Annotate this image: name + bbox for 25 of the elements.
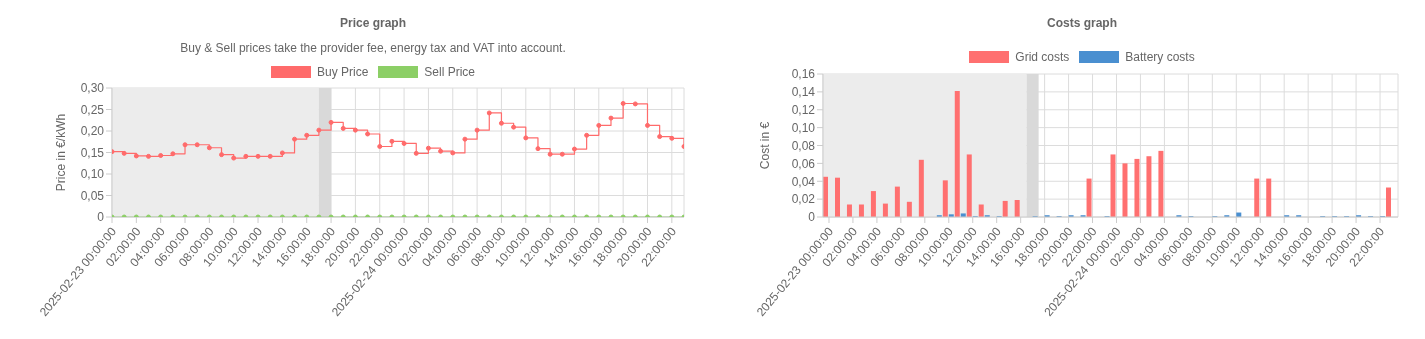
y-tick-label: 0,30	[80, 81, 105, 96]
y-tick-label: 0,06	[791, 156, 816, 171]
y-tick-label: 0,02	[791, 192, 816, 207]
chart-title: Costs graph	[1046, 16, 1118, 30]
chart-title: Price graph	[339, 16, 407, 30]
chart-subtitle: Buy & Sell prices take the provider fee, energy tax and VAT into account.	[179, 41, 567, 55]
y-tick-label: 0,20	[80, 124, 105, 139]
y-tick-label: 0	[808, 210, 816, 225]
y-axis-title: Price in €/kWh	[54, 113, 69, 192]
y-tick-label: 0,12	[791, 103, 816, 118]
legend-label: Battery costs	[1125, 50, 1195, 64]
y-axis-title: Cost in €	[758, 121, 773, 170]
y-tick-label: 0,10	[80, 167, 105, 182]
y-tick-label: 0,10	[791, 120, 816, 135]
y-tick-label: 0,04	[791, 174, 816, 189]
legend-label: Sell Price	[424, 65, 476, 79]
y-tick-label: 0,25	[80, 102, 105, 117]
y-tick-label: 0,08	[791, 138, 816, 153]
legend-label: Buy Price	[316, 65, 369, 79]
y-tick-label: 0	[97, 210, 105, 225]
y-tick-label: 0,14	[791, 85, 816, 100]
y-tick-label: 0,05	[80, 188, 105, 203]
y-tick-label: 0,16	[791, 67, 816, 82]
legend-label: Grid costs	[1015, 50, 1070, 64]
y-tick-label: 0,15	[80, 145, 105, 160]
